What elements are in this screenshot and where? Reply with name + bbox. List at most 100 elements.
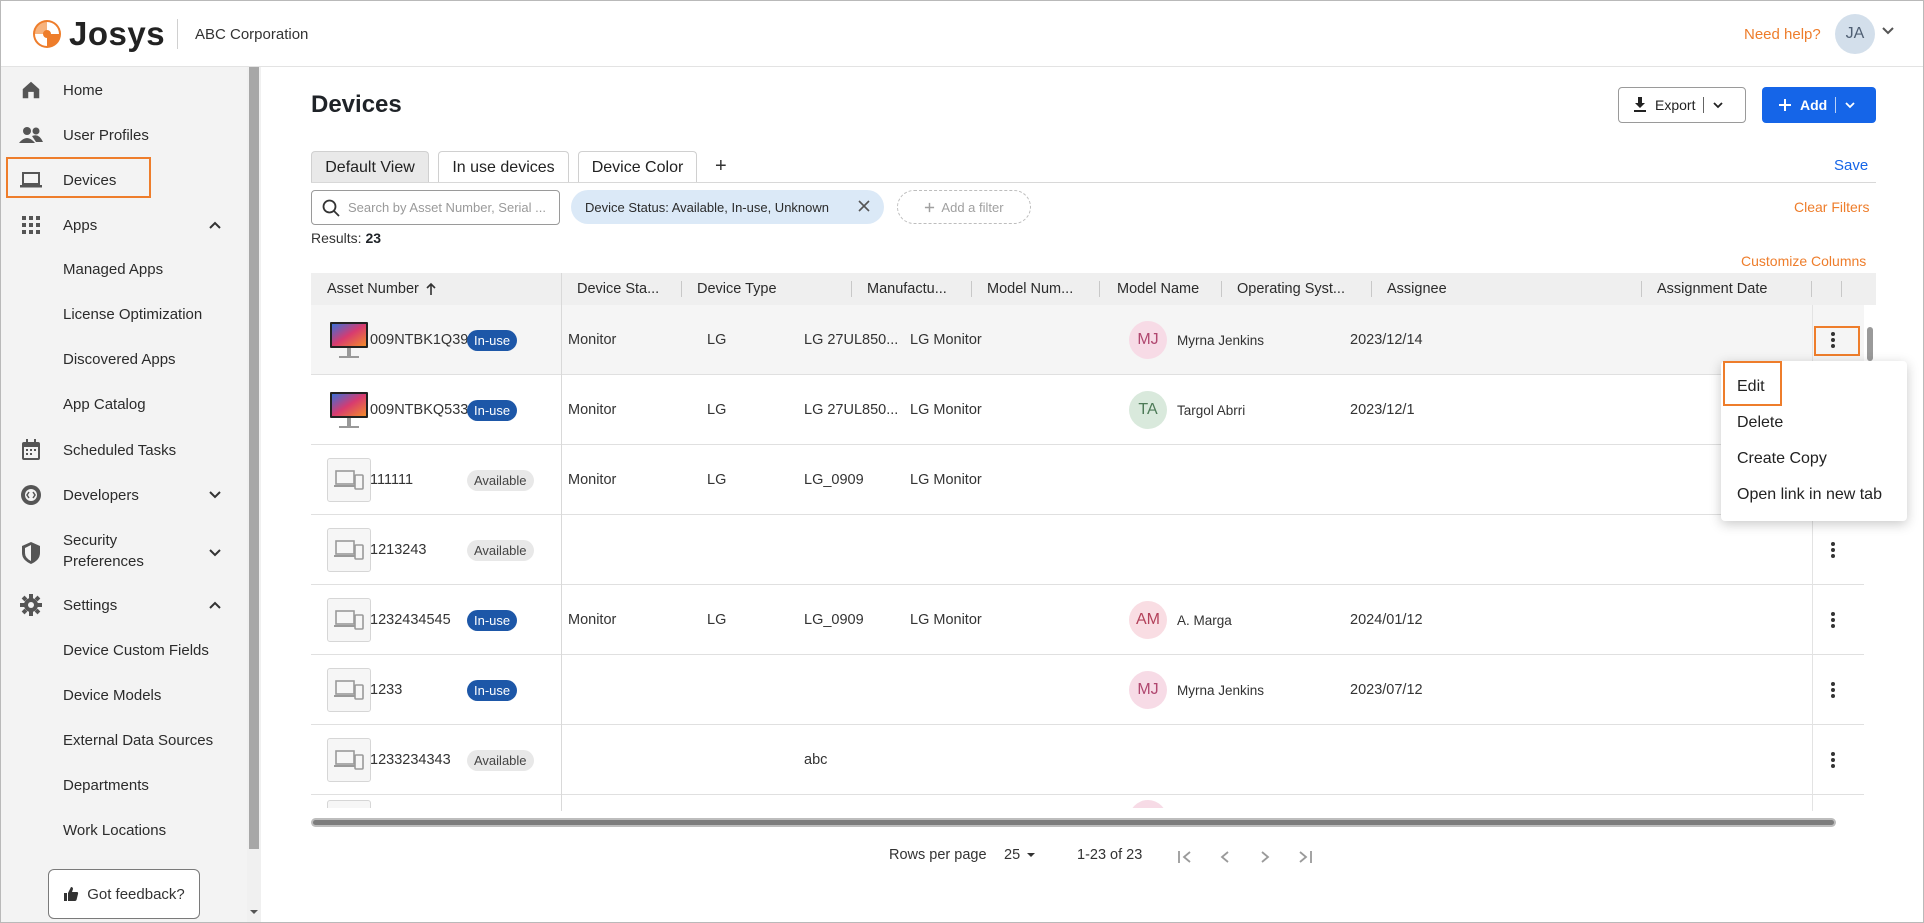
menu-item-edit[interactable]: Edit <box>1737 378 1765 395</box>
customize-columns-button[interactable]: Customize Columns <box>1741 253 1867 269</box>
sidebar-item-settings[interactable]: Settings <box>1 584 247 626</box>
sidebar-subitem-app-catalog[interactable]: App Catalog <box>63 396 146 413</box>
sidebar-item-user-profiles[interactable]: User Profiles <box>1 114 247 156</box>
chevron-up-icon[interactable] <box>207 597 223 613</box>
add-filter-button[interactable]: Add a filter <box>897 190 1031 224</box>
next-page-icon[interactable] <box>1253 845 1277 869</box>
device-placeholder-icon <box>327 528 371 572</box>
tab-in-use-devices[interactable]: In use devices <box>438 151 569 183</box>
search-input[interactable]: Search by Asset Number, Serial ... <box>311 190 560 225</box>
column-separator[interactable] <box>1641 281 1642 297</box>
first-page-icon[interactable] <box>1173 845 1197 869</box>
chevron-down-icon[interactable] <box>1712 99 1724 111</box>
assignee-cell: MJ Myrna Jenkins <box>1129 305 1264 375</box>
chevron-down-icon[interactable] <box>207 487 223 503</box>
column-separator[interactable] <box>681 281 682 297</box>
tab-device-color[interactable]: Device Color <box>578 151 697 183</box>
close-icon[interactable] <box>856 198 872 214</box>
chevron-down-icon[interactable] <box>1844 99 1856 111</box>
table-row[interactable]: 009NTBKQ5333 In-use Monitor LG LG 27UL850...… <box>311 375 1864 445</box>
more-vertical-icon[interactable] <box>1821 748 1845 772</box>
menu-item-delete[interactable]: Delete <box>1737 414 1784 431</box>
scroll-down-arrow-icon[interactable] <box>249 907 259 917</box>
more-vertical-icon[interactable] <box>1821 678 1845 702</box>
need-help-link[interactable]: Need help? <box>1744 26 1821 43</box>
last-page-icon[interactable] <box>1293 845 1317 869</box>
sidebar-item-security-preferences[interactable]: Security Preferences <box>1 529 247 577</box>
assignment-date: 2023/12/1 <box>1350 402 1415 418</box>
rows-per-page-select[interactable]: 25 <box>1004 847 1036 863</box>
add-tab-button[interactable]: + <box>715 155 727 177</box>
column-header-operating-system[interactable]: Operating Syst... <box>1237 281 1345 297</box>
chevron-up-icon[interactable] <box>207 217 223 233</box>
calendar-icon <box>19 438 43 462</box>
column-separator[interactable] <box>1221 281 1222 297</box>
more-vertical-icon[interactable] <box>1821 328 1845 352</box>
feedback-button[interactable]: Got feedback? <box>48 869 200 919</box>
sidebar-subitem-license-optimization[interactable]: License Optimization <box>63 306 203 323</box>
sidebar-subitem-device-custom-fields[interactable]: Device Custom Fields <box>63 642 209 659</box>
clear-filters-button[interactable]: Clear Filters <box>1794 199 1870 215</box>
sidebar-item-developers[interactable]: Developers <box>1 474 247 516</box>
column-header-assignment-date[interactable]: Assignment Date <box>1657 281 1768 297</box>
chevron-down-icon[interactable] <box>207 545 223 561</box>
export-button[interactable]: Export <box>1618 87 1746 123</box>
brand-logo[interactable]: Josys <box>31 15 165 53</box>
sidebar-item-devices[interactable]: Devices <box>1 159 247 201</box>
sidebar-item-apps[interactable]: Apps <box>1 204 247 246</box>
sidebar-subitem-departments[interactable]: Departments <box>63 777 149 794</box>
column-header-model-name[interactable]: Model Name <box>1117 281 1200 297</box>
column-header-manufacturer[interactable]: Manufactu... <box>867 281 947 297</box>
table-row[interactable]: 111111 Available Monitor LG LG_0909 LG Monito… <box>311 445 1864 515</box>
plus-icon <box>925 202 935 212</box>
more-vertical-icon[interactable] <box>1821 608 1845 632</box>
filter-chip-device-status[interactable]: Device Status: Available, In-use, Unknow… <box>571 190 884 224</box>
table-horizontal-scrollbar[interactable] <box>311 818 1836 827</box>
column-separator[interactable] <box>1841 281 1842 297</box>
column-header-device-status[interactable]: Device Sta... <box>577 281 660 297</box>
add-button[interactable]: Add <box>1762 87 1876 123</box>
table-row[interactable] <box>311 795 1864 808</box>
row-context-menu: Edit Delete Create Copy Open link in new… <box>1721 361 1907 521</box>
sidebar-scrollbar-thumb[interactable] <box>249 67 259 849</box>
sidebar-subitem-discovered-apps[interactable]: Discovered Apps <box>63 351 176 368</box>
gear-icon <box>19 593 43 617</box>
menu-item-open-new-tab[interactable]: Open link in new tab <box>1737 486 1882 503</box>
sidebar-subitem-external-data-sources[interactable]: External Data Sources <box>63 732 214 749</box>
column-header-asset-number[interactable]: Asset Number <box>327 273 437 305</box>
chevron-down-icon[interactable] <box>1881 24 1895 38</box>
column-separator[interactable] <box>851 281 852 297</box>
sidebar-item-scheduled-tasks[interactable]: Scheduled Tasks <box>1 429 247 471</box>
column-header-device-type[interactable]: Device Type <box>697 281 777 297</box>
sidebar-subitem-device-models[interactable]: Device Models <box>63 687 162 704</box>
more-vertical-icon[interactable] <box>1821 538 1845 562</box>
save-view-button[interactable]: Save <box>1834 157 1869 174</box>
column-header-model-number[interactable]: Model Num... <box>987 281 1074 297</box>
column-separator[interactable] <box>1371 281 1372 297</box>
sidebar-subitem-work-locations[interactable]: Work Locations <box>63 822 167 839</box>
column-separator[interactable] <box>971 281 972 297</box>
sort-ascending-icon[interactable] <box>425 282 437 296</box>
sidebar-item-label: Developers <box>63 486 139 504</box>
sidebar-item-label: Home <box>63 81 104 99</box>
table-row[interactable]: 1213243 Available <box>311 515 1864 585</box>
column-separator[interactable] <box>1811 281 1812 297</box>
tab-default-view[interactable]: Default View <box>311 151 429 183</box>
previous-page-icon[interactable] <box>1213 845 1237 869</box>
manufacturer: LG <box>707 612 727 628</box>
sidebar-subitem-managed-apps[interactable]: Managed Apps <box>63 261 164 278</box>
table-row[interactable]: 1233 In-use MJ Myrna Jenkins 2023/07/12 <box>311 655 1864 725</box>
table-row[interactable]: 1233234343 Available abc <box>311 725 1864 795</box>
column-separator[interactable] <box>1099 281 1100 297</box>
table-horizontal-scroll-thumb[interactable] <box>313 820 1834 825</box>
column-header-assignee[interactable]: Assignee <box>1387 281 1447 297</box>
menu-item-create-copy[interactable]: Create Copy <box>1737 450 1827 467</box>
user-avatar[interactable]: JA <box>1835 14 1875 54</box>
assignee-name: A. Marga <box>1177 612 1232 628</box>
table-vertical-scroll-thumb[interactable] <box>1867 327 1873 361</box>
security-label-line1: Security <box>63 532 118 549</box>
sidebar-item-home[interactable]: Home <box>1 69 247 111</box>
table-row[interactable]: 1232434545 In-use Monitor LG LG_0909 LG Monit… <box>311 585 1864 655</box>
table-row[interactable]: 009NTBK1Q397 In-use Monitor LG LG 27UL850...… <box>311 305 1864 375</box>
asset-number: 1233 <box>370 682 403 698</box>
